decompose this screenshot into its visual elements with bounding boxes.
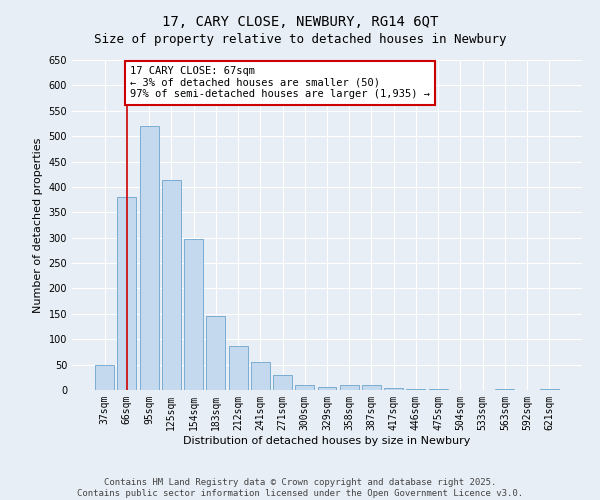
Text: 17 CARY CLOSE: 67sqm
← 3% of detached houses are smaller (50)
97% of semi-detach: 17 CARY CLOSE: 67sqm ← 3% of detached ho… [130,66,430,100]
Bar [251,362,270,390]
Bar [273,375,292,390]
Text: Contains HM Land Registry data © Crown copyright and database right 2025.
Contai: Contains HM Land Registry data © Crown c… [77,478,523,498]
Bar [362,385,381,390]
Bar [429,389,448,390]
Y-axis label: Number of detached properties: Number of detached properties [33,138,43,312]
Bar [340,385,359,390]
X-axis label: Distribution of detached houses by size in Newbury: Distribution of detached houses by size … [184,436,470,446]
Bar [295,386,314,390]
Bar [206,316,225,390]
Bar [406,389,425,390]
Text: 17, CARY CLOSE, NEWBURY, RG14 6QT: 17, CARY CLOSE, NEWBURY, RG14 6QT [162,15,438,29]
Bar [140,126,158,390]
Bar [95,364,114,390]
Bar [118,197,136,390]
Bar [384,388,403,390]
Bar [229,346,248,390]
Text: Size of property relative to detached houses in Newbury: Size of property relative to detached ho… [94,32,506,46]
Bar [317,387,337,390]
Bar [162,180,181,390]
Bar [184,239,203,390]
